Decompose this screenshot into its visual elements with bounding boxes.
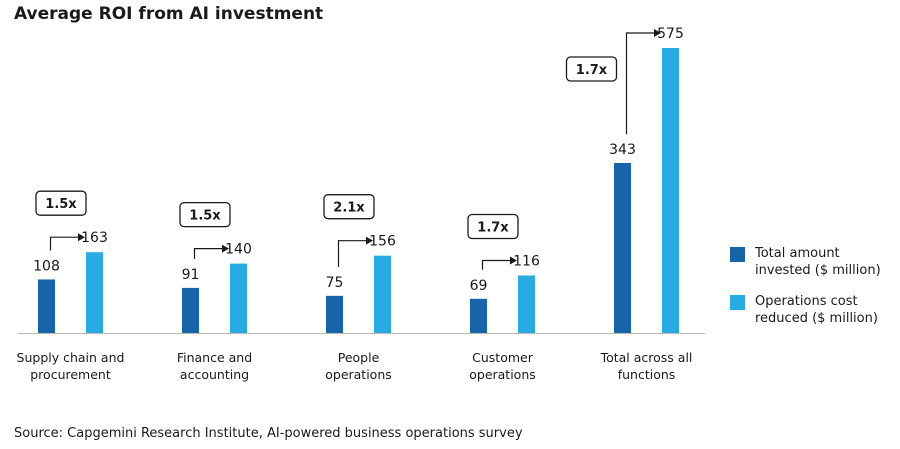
multiplier-label: 1.7x [477, 221, 509, 236]
multiplier-badge [35, 190, 87, 216]
value-label-invested: 91 [182, 267, 200, 283]
bar-reduced [86, 252, 103, 333]
arrow-line [49, 236, 80, 251]
value-label-invested: 69 [470, 278, 488, 294]
legend-label-invested: Total amount invested ($ million) [755, 246, 881, 278]
arrow-head [654, 29, 661, 37]
value-label-reduced: 140 [225, 242, 252, 258]
value-label-reduced: 163 [81, 230, 108, 246]
multiplier-label: 1.7x [576, 63, 608, 78]
arrow-line [337, 240, 368, 267]
bar-reduced [374, 255, 391, 333]
multiplier-badge [565, 56, 618, 82]
bar-reduced [518, 275, 535, 333]
category-label: People [338, 350, 380, 365]
bar-chart: 108 163 1.5x Supply chain and procurement 91 1… [17, 26, 705, 382]
arrow-head [222, 244, 229, 253]
arrow-head [366, 236, 373, 245]
multiplier-badge [323, 194, 375, 220]
value-label-reduced: 156 [369, 234, 396, 250]
value-label-invested: 108 [33, 258, 60, 274]
legend-swatch-reduced [730, 295, 745, 310]
multiplier-badge [179, 201, 231, 228]
category-label: procurement [30, 367, 111, 382]
arrow-head [510, 256, 517, 265]
bar-invested [326, 295, 343, 333]
category-label: operations [469, 367, 536, 382]
bar-invested [470, 298, 487, 333]
arrow-line [481, 259, 512, 270]
arrow-line [625, 32, 656, 134]
bar-reduced [230, 263, 247, 333]
value-label-invested: 343 [609, 142, 636, 158]
legend: Total amount invested ($ million) Operat… [730, 245, 900, 341]
arrow-head [78, 233, 85, 242]
bar-invested [38, 279, 55, 333]
bar-reduced [662, 48, 679, 333]
legend-swatch-invested [730, 247, 745, 262]
category-label: accounting [180, 367, 249, 382]
legend-item-reduced: Operations cost reduced ($ million) [730, 293, 900, 327]
category-label: Finance and [177, 350, 252, 365]
multiplier-badge [467, 213, 519, 240]
multiplier-label: 1.5x [45, 197, 77, 212]
multiplier-label: 1.5x [189, 209, 221, 224]
arrow-line [193, 248, 224, 259]
category-label: Customer [472, 350, 534, 365]
legend-label-reduced: Operations cost reduced ($ million) [755, 294, 878, 326]
bar-invested [182, 287, 199, 333]
value-label-invested: 75 [326, 275, 344, 291]
value-label-reduced: 116 [513, 254, 540, 270]
category-label: Total across all [600, 350, 693, 365]
category-label: operations [325, 367, 392, 382]
category-label: Supply chain and [17, 350, 125, 365]
bar-invested [614, 162, 631, 333]
multiplier-label: 2.1x [333, 201, 365, 216]
legend-item-invested: Total amount invested ($ million) [730, 245, 900, 279]
source-note: Source: Capgemini Research Institute, AI… [14, 426, 523, 441]
chart-title: Average ROI from AI investment [14, 4, 324, 24]
category-label: functions [618, 367, 676, 382]
value-label-reduced: 575 [657, 26, 684, 42]
